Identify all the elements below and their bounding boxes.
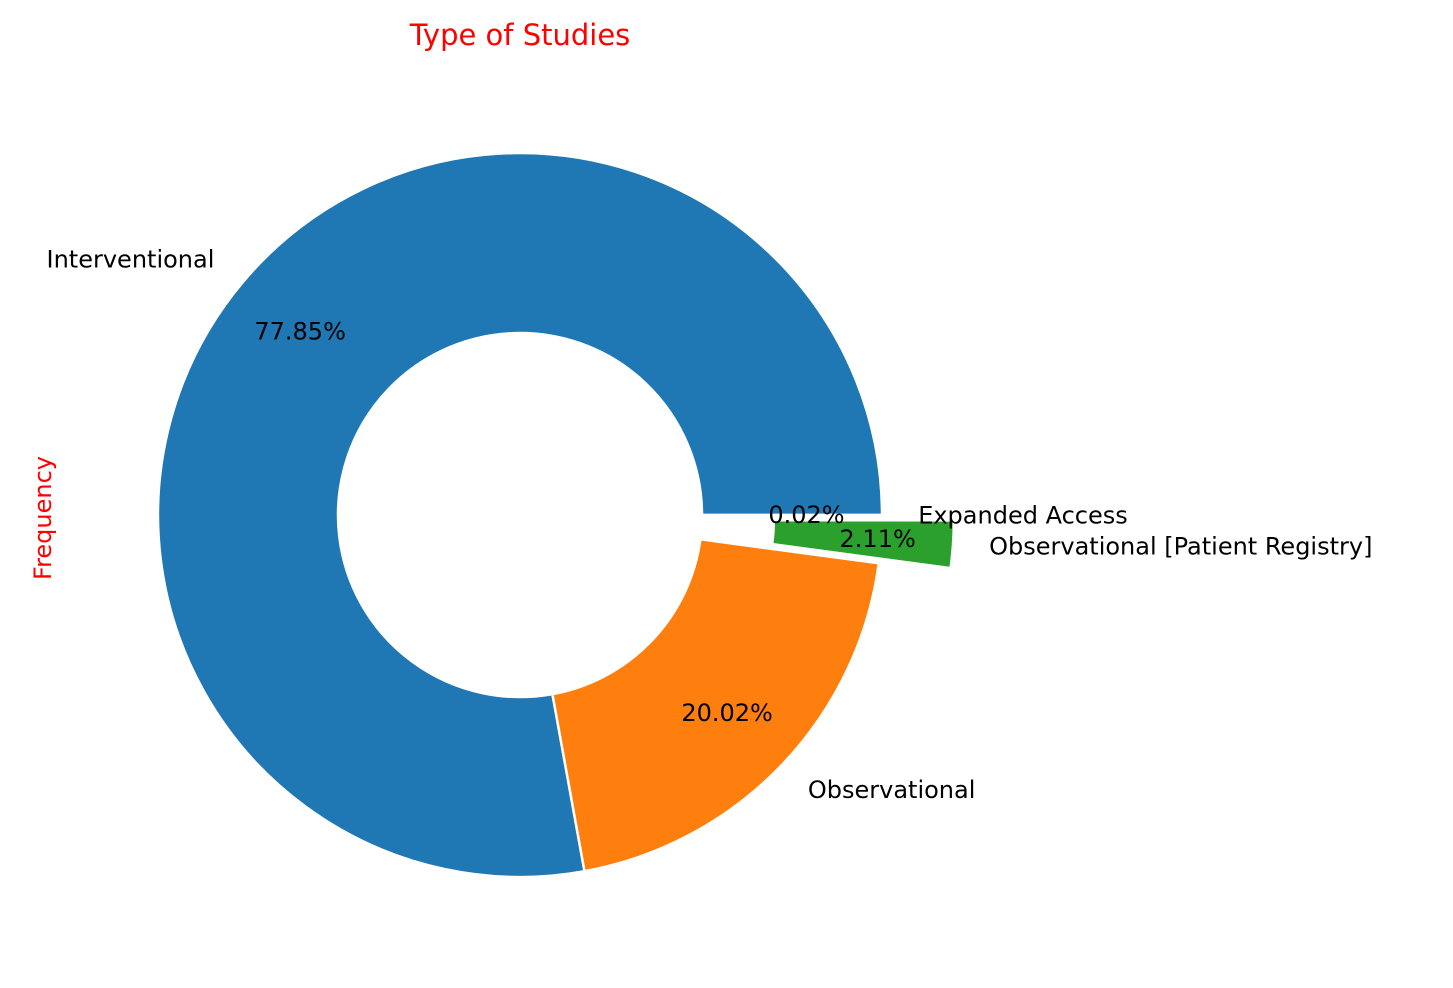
slice-label-interventional: Interventional	[47, 246, 215, 274]
pie-slice-interventional	[156, 151, 884, 879]
slice-percent-observational: 20.02%	[681, 699, 773, 727]
y-axis-label: Frequency	[29, 456, 57, 580]
slice-label-expanded-access: Expanded Access	[918, 501, 1128, 529]
pie-slice-observational-patient-registry	[770, 518, 956, 570]
slices-layer	[156, 151, 956, 879]
slice-percent-expanded-access: 0.02%	[768, 501, 844, 529]
slice-percent-interventional: 77.85%	[254, 317, 346, 345]
slice-percent-observational-patient-registry: 2.11%	[840, 525, 916, 553]
chart-title: Type of Studies	[409, 18, 631, 52]
pie-slice-observational	[551, 538, 881, 873]
slice-label-observational: Observational	[808, 776, 976, 804]
slice-label-observational-patient-registry: Observational [Patient Registry]	[989, 533, 1372, 561]
labels-layer: Interventional 77.85% Observational 20.02% O…	[47, 246, 1373, 804]
